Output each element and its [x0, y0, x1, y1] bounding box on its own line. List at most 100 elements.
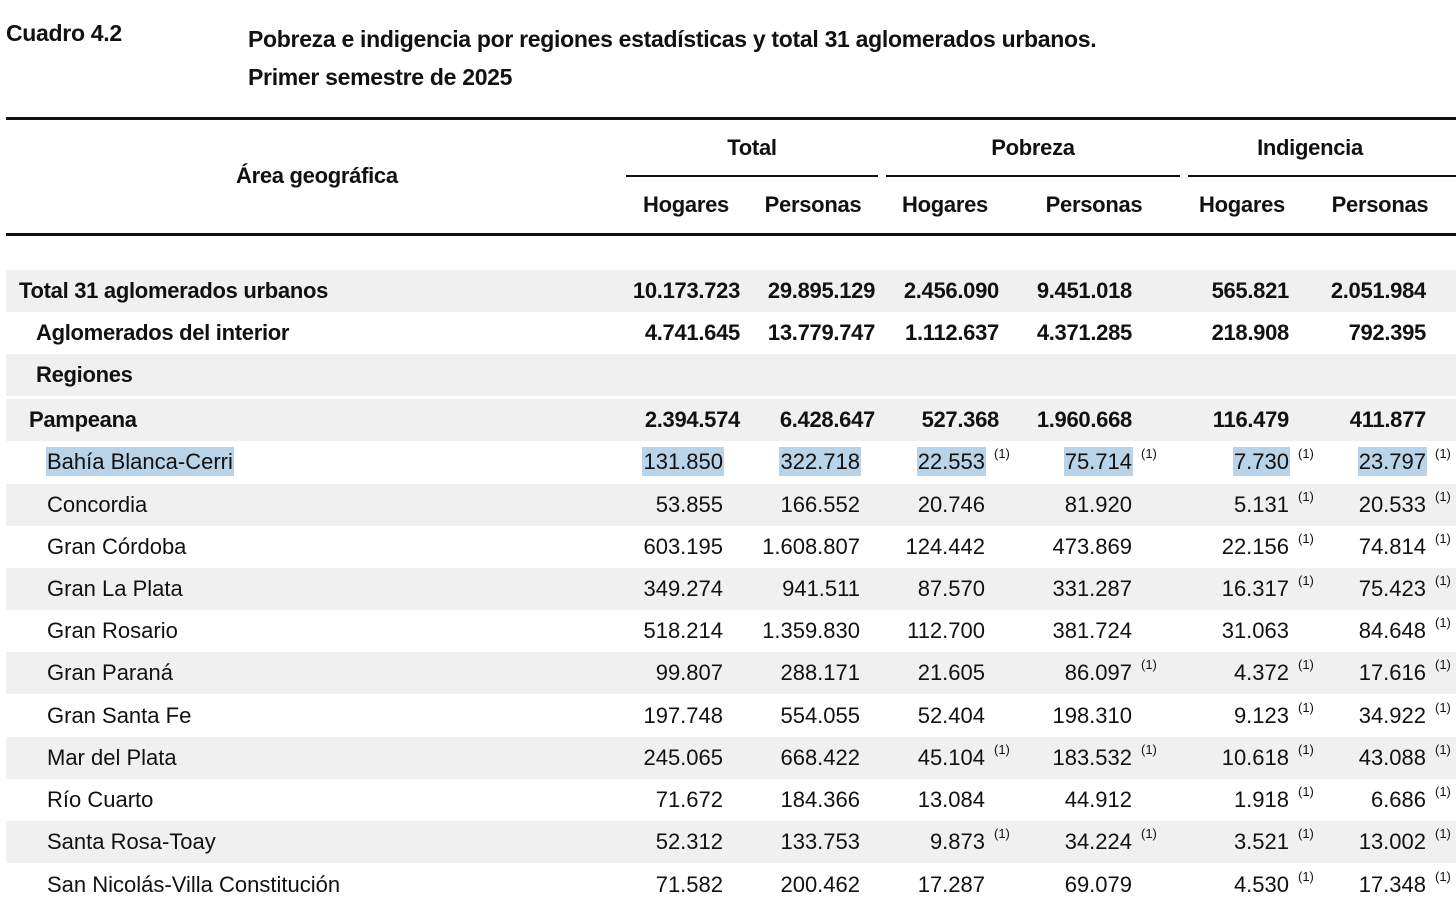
header-group-pobreza: Pobreza: [991, 135, 1075, 160]
cell-indigencia-hogares: 4.372 (1): [1110, 652, 1314, 694]
row-area-name-text: Gran La Plata: [47, 576, 183, 601]
cell-total-hogares: 52.312: [544, 821, 724, 863]
cell-indigencia-personas: 17.348 (1): [1247, 864, 1451, 906]
cell-value: 69.079: [1064, 872, 1132, 897]
header-indigencia-personas: Personas: [1331, 192, 1429, 217]
cell-value: 124.442: [905, 534, 985, 559]
footnote-marker: (1): [1298, 657, 1314, 672]
row-area-name: Río Cuarto: [46, 779, 154, 821]
footnote-marker: (1): [1435, 573, 1451, 588]
cell-value: 87.570: [917, 576, 985, 601]
cell-value: 86.097: [1064, 660, 1132, 685]
cell-value: 4.741.645: [644, 320, 740, 345]
cell-total-hogares: 349.274: [544, 568, 724, 610]
cell-indigencia-personas: 792.395: [1247, 312, 1427, 354]
row-area-name: Gran Santa Fe: [46, 695, 192, 737]
footnote-marker: (1): [1298, 742, 1314, 757]
cell-indigencia-hogares: 7.730 (1): [1110, 441, 1314, 483]
table-header-rule: [6, 233, 1456, 236]
cell-pobreza-hogares: 9.873 (1): [806, 821, 1010, 863]
cell-value: 198.310: [1052, 703, 1132, 728]
cell-value: 1.608.807: [762, 534, 860, 559]
cell-value: 200.462: [780, 872, 860, 897]
cell-indigencia-personas: 75.423 (1): [1247, 568, 1451, 610]
cell-total-hogares: 10.173.723: [561, 270, 741, 312]
cell-total-hogares: 71.672: [544, 779, 724, 821]
footnote-marker: (1): [1298, 826, 1314, 841]
cell-indigencia-hogares: 9.123 (1): [1110, 695, 1314, 737]
table-row: Gran Córdoba 603.195 1.608.807 124.442 473.8…: [6, 526, 1456, 568]
cell-value: 45.104: [917, 745, 985, 770]
header-total-hogares: Hogares: [643, 192, 729, 217]
cell-value: 2.456.090: [903, 278, 999, 303]
cell-value: 218.908: [1211, 320, 1290, 345]
row-area-name-text: Gran Paraná: [47, 660, 173, 685]
cell-value: 166.552: [780, 492, 860, 517]
cell-value: 473.869: [1052, 534, 1132, 559]
cell-total-personas: 941.511: [681, 568, 861, 610]
row-area-name-text: Gran Córdoba: [47, 534, 187, 559]
footnote-marker: (1): [1141, 657, 1157, 672]
cell-total-hogares: 71.582: [544, 864, 724, 906]
cell-value: 52.312: [655, 829, 723, 854]
cell-value: 17.616: [1358, 660, 1426, 685]
table-row: Bahía Blanca-Cerri 131.850 322.718 22.553 (1…: [6, 441, 1456, 483]
cell-total-hogares: 2.394.574: [561, 399, 741, 441]
cell-indigencia-personas: 34.922 (1): [1247, 695, 1451, 737]
row-area-name: Gran Paraná: [46, 652, 174, 694]
row-area-name: Mar del Plata: [46, 737, 178, 779]
cell-total-hogares: 131.850: [544, 441, 724, 483]
cell-value: 184.366: [780, 787, 860, 812]
footnote-marker: (1): [1435, 489, 1451, 504]
group-rule-indigencia: [1188, 175, 1456, 177]
cell-value: 84.648: [1358, 618, 1426, 643]
cell-pobreza-personas: 75.714 (1): [953, 441, 1157, 483]
table-row: Gran Rosario 518.214 1.359.830 112.700 381.7…: [6, 610, 1456, 652]
cell-value: 52.404: [917, 703, 985, 728]
cell-value: 1.112.637: [905, 320, 999, 345]
cell-value: 10.618: [1221, 745, 1289, 770]
cell-value: 1.960.668: [1036, 407, 1132, 432]
cell-value: 44.912: [1064, 787, 1132, 812]
cell-value: 2.051.984: [1330, 278, 1426, 303]
cell-total-personas: 668.422: [681, 737, 861, 779]
cell-value: 9.123: [1233, 703, 1289, 728]
cell-value: 5.131: [1233, 492, 1289, 517]
cell-pobreza-personas: 69.079: [953, 864, 1133, 906]
row-area-name-text: San Nicolás-Villa Constitución: [47, 872, 341, 897]
cell-value: 75.423: [1358, 576, 1426, 601]
header-indigencia-hogares: Hogares: [1199, 192, 1285, 217]
cell-indigencia-personas: 84.648 (1): [1247, 610, 1451, 652]
cell-total-hogares: 53.855: [544, 484, 724, 526]
cell-value: 34.922: [1358, 703, 1426, 728]
table-number: Cuadro 4.2: [6, 20, 122, 46]
cell-value: 31.063: [1221, 618, 1289, 643]
footnote-marker: (1): [994, 826, 1010, 841]
footnote-marker: (1): [1435, 742, 1451, 757]
row-area-name: Gran La Plata: [46, 568, 184, 610]
cell-value: 34.224: [1064, 829, 1132, 854]
cell-indigencia-personas: 411.877: [1247, 399, 1427, 441]
cell-value: 29.895.129: [767, 278, 875, 303]
cell-value: 17.348: [1358, 872, 1426, 897]
footnote-marker: (1): [1141, 742, 1157, 757]
header-total-personas: Personas: [764, 192, 862, 217]
cell-value: 4.372: [1233, 660, 1289, 685]
table-row: Pampeana 2.394.574 6.428.647 527.368 1.960.6…: [6, 399, 1456, 441]
cell-pobreza-hogares: 87.570: [806, 568, 986, 610]
cell-value: 20.533: [1358, 492, 1426, 517]
cell-value: 1.359.830: [762, 618, 860, 643]
cell-value: 2.394.574: [644, 407, 740, 432]
cell-total-hogares: 197.748: [544, 695, 724, 737]
cell-pobreza-personas: 381.724: [953, 610, 1133, 652]
footnote-marker: (1): [1435, 700, 1451, 715]
cell-value: 518.214: [643, 618, 723, 643]
cell-pobreza-personas: 331.287: [953, 568, 1133, 610]
title-line-1: Pobreza e indigencia por regiones estadí…: [248, 26, 1097, 52]
cell-total-personas: 133.753: [681, 821, 861, 863]
row-area-name-text: Total 31 aglomerados urbanos: [19, 278, 329, 303]
table-row: Aglomerados del interior 4.741.645 13.779.…: [6, 312, 1456, 354]
cell-pobreza-hogares: 13.084: [806, 779, 986, 821]
cell-value: 527.368: [921, 407, 1000, 432]
cell-value: 71.582: [655, 872, 723, 897]
